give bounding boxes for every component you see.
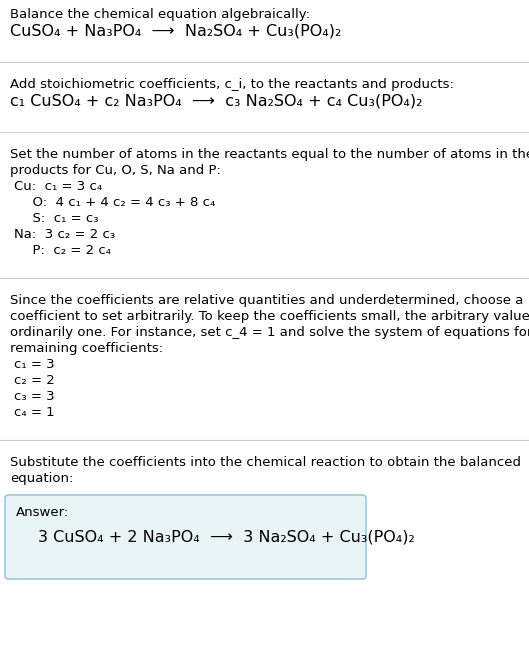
Text: Balance the chemical equation algebraically:: Balance the chemical equation algebraica… bbox=[10, 8, 310, 21]
Text: equation:: equation: bbox=[10, 472, 74, 485]
Text: Answer:: Answer: bbox=[16, 506, 69, 519]
Text: Na:  3 c₂ = 2 c₃: Na: 3 c₂ = 2 c₃ bbox=[14, 228, 115, 241]
Text: Set the number of atoms in the reactants equal to the number of atoms in the: Set the number of atoms in the reactants… bbox=[10, 148, 529, 161]
Text: Cu:  c₁ = 3 c₄: Cu: c₁ = 3 c₄ bbox=[14, 180, 102, 193]
Text: 3 CuSO₄ + 2 Na₃PO₄  ⟶  3 Na₂SO₄ + Cu₃(PO₄)₂: 3 CuSO₄ + 2 Na₃PO₄ ⟶ 3 Na₂SO₄ + Cu₃(PO₄)… bbox=[38, 530, 415, 545]
Text: Since the coefficients are relative quantities and underdetermined, choose a: Since the coefficients are relative quan… bbox=[10, 294, 523, 307]
Text: c₁ CuSO₄ + c₂ Na₃PO₄  ⟶  c₃ Na₂SO₄ + c₄ Cu₃(PO₄)₂: c₁ CuSO₄ + c₂ Na₃PO₄ ⟶ c₃ Na₂SO₄ + c₄ Cu… bbox=[10, 94, 422, 109]
Text: CuSO₄ + Na₃PO₄  ⟶  Na₂SO₄ + Cu₃(PO₄)₂: CuSO₄ + Na₃PO₄ ⟶ Na₂SO₄ + Cu₃(PO₄)₂ bbox=[10, 24, 341, 39]
Text: Substitute the coefficients into the chemical reaction to obtain the balanced: Substitute the coefficients into the che… bbox=[10, 456, 521, 469]
Text: c₂ = 2: c₂ = 2 bbox=[14, 374, 54, 387]
Text: coefficient to set arbitrarily. To keep the coefficients small, the arbitrary va: coefficient to set arbitrarily. To keep … bbox=[10, 310, 529, 323]
Text: O:  4 c₁ + 4 c₂ = 4 c₃ + 8 c₄: O: 4 c₁ + 4 c₂ = 4 c₃ + 8 c₄ bbox=[24, 196, 215, 209]
Text: remaining coefficients:: remaining coefficients: bbox=[10, 342, 163, 355]
Text: products for Cu, O, S, Na and P:: products for Cu, O, S, Na and P: bbox=[10, 164, 221, 177]
Text: c₃ = 3: c₃ = 3 bbox=[14, 390, 54, 403]
Text: c₁ = 3: c₁ = 3 bbox=[14, 358, 54, 371]
Text: P:  c₂ = 2 c₄: P: c₂ = 2 c₄ bbox=[24, 244, 111, 257]
Text: c₄ = 1: c₄ = 1 bbox=[14, 406, 54, 419]
Text: ordinarily one. For instance, set c_4 = 1 and solve the system of equations for : ordinarily one. For instance, set c_4 = … bbox=[10, 326, 529, 339]
Text: S:  c₁ = c₃: S: c₁ = c₃ bbox=[24, 212, 98, 225]
FancyBboxPatch shape bbox=[5, 495, 366, 579]
Text: Add stoichiometric coefficients, c_i, to the reactants and products:: Add stoichiometric coefficients, c_i, to… bbox=[10, 78, 454, 91]
